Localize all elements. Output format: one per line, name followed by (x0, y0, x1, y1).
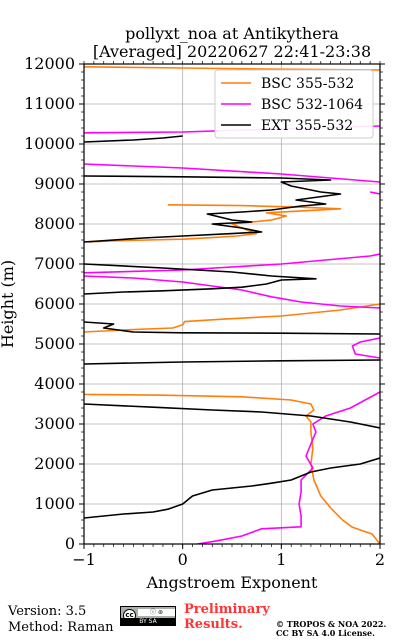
preliminary-results-note: Preliminary Results. (184, 602, 270, 632)
y-tick-label: 6000 (34, 294, 75, 313)
copyright-line-1: © TROPOS & NOA 2022. (276, 619, 387, 629)
angstroem-profile-chart: −1 0 1 201000200030004000500060007000800090… (0, 24, 385, 592)
cc-license-badge: cc ⓘ ⊛ BY SA (120, 606, 176, 626)
x-axis-label: Angstroem Exponent (146, 573, 318, 592)
legend-label-3: EXT 355-532 (261, 118, 353, 134)
series-line-3 (84, 135, 380, 519)
legend-box (214, 69, 374, 139)
copyright-note: © TROPOS & NOA 2022. CC BY SA 4.0 Licens… (276, 620, 386, 638)
y-tick-label: 5000 (34, 334, 75, 353)
footer-info: Version: 3.5 Method: Raman (8, 604, 114, 636)
x-tick-label: 2 (375, 550, 385, 569)
y-tick-label: 4000 (34, 374, 75, 393)
cc-by-sa-label: BY SA (121, 618, 175, 625)
y-tick-label: 12000 (24, 54, 75, 73)
x-tick-label: −1 (72, 550, 96, 569)
copyright-line-2: CC BY SA 4.0 License. (276, 628, 375, 638)
y-tick-label: 11000 (24, 94, 75, 113)
axis-ticks: −1 0 1 201000200030004000500060007000800090… (24, 54, 385, 569)
series-line-2 (84, 125, 380, 544)
y-tick-label: 3000 (34, 414, 75, 433)
legend-label-1: BSC 355-532 (261, 76, 354, 92)
legend-label-2: BSC 532-1064 (261, 97, 363, 113)
plot-frame (83, 63, 381, 545)
data-series (84, 66, 380, 544)
legend: BSC 355-532 BSC 532-1064 EXT 355-532 (214, 69, 374, 139)
x-tick-label: 0 (178, 550, 188, 569)
chart-title: pollyxt_noa at Antikythera (125, 24, 339, 43)
y-tick-label: 9000 (34, 174, 75, 193)
chart-subtitle: [Averaged] 20220627 22:41-23:38 (93, 42, 371, 61)
y-tick-label: 7000 (34, 254, 75, 273)
y-tick-label: 10000 (24, 134, 75, 153)
method-text: Method: Raman (8, 620, 114, 635)
y-tick-label: 2000 (34, 454, 75, 473)
preliminary-line-2: Results. (184, 617, 243, 632)
legend-items: BSC 355-532 BSC 532-1064 EXT 355-532 (221, 76, 363, 134)
y-tick-label: 0 (65, 534, 75, 553)
preliminary-line-1: Preliminary (184, 602, 270, 617)
y-axis-label: Height (m) (0, 260, 17, 348)
version-text: Version: 3.5 (8, 604, 87, 619)
y-tick-label: 1000 (34, 494, 75, 513)
cc-by-sa-icons: ⓘ ⊛ (138, 609, 175, 616)
x-tick-label: 1 (276, 550, 286, 569)
y-tick-label: 8000 (34, 214, 75, 233)
